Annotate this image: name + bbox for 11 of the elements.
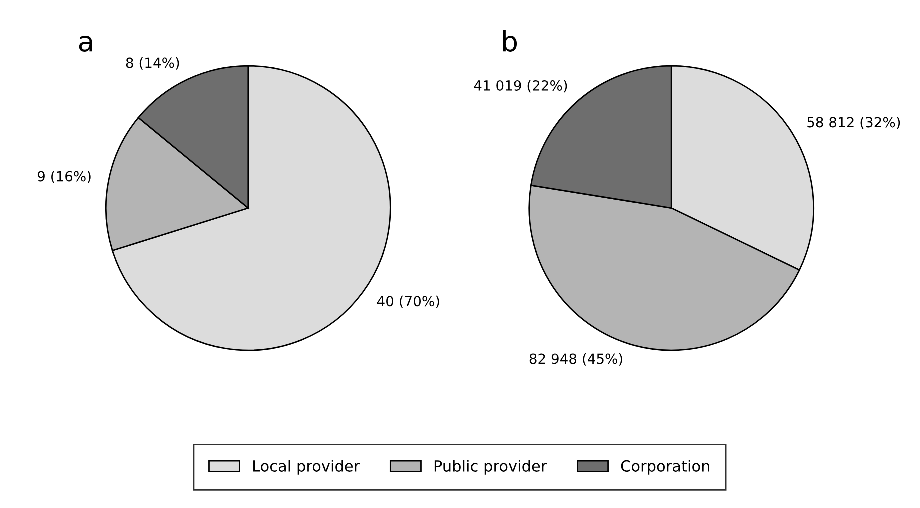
data-label: 40 (70%) [377,296,440,308]
legend-label: Local provider [254,460,360,475]
chart-title: a [79,36,92,52]
legend-label: Public provider [434,460,548,475]
data-label: 9 (16%) [38,171,91,184]
data-label: 58 812 (32%) [808,116,900,130]
data-label: 41 019 (22%) [474,80,568,93]
data-label: 82 948 (45%) [530,353,622,366]
legend-label: Corporation [621,460,710,475]
data-label: 8 (14%) [126,58,180,70]
chart-title: b [503,30,518,52]
